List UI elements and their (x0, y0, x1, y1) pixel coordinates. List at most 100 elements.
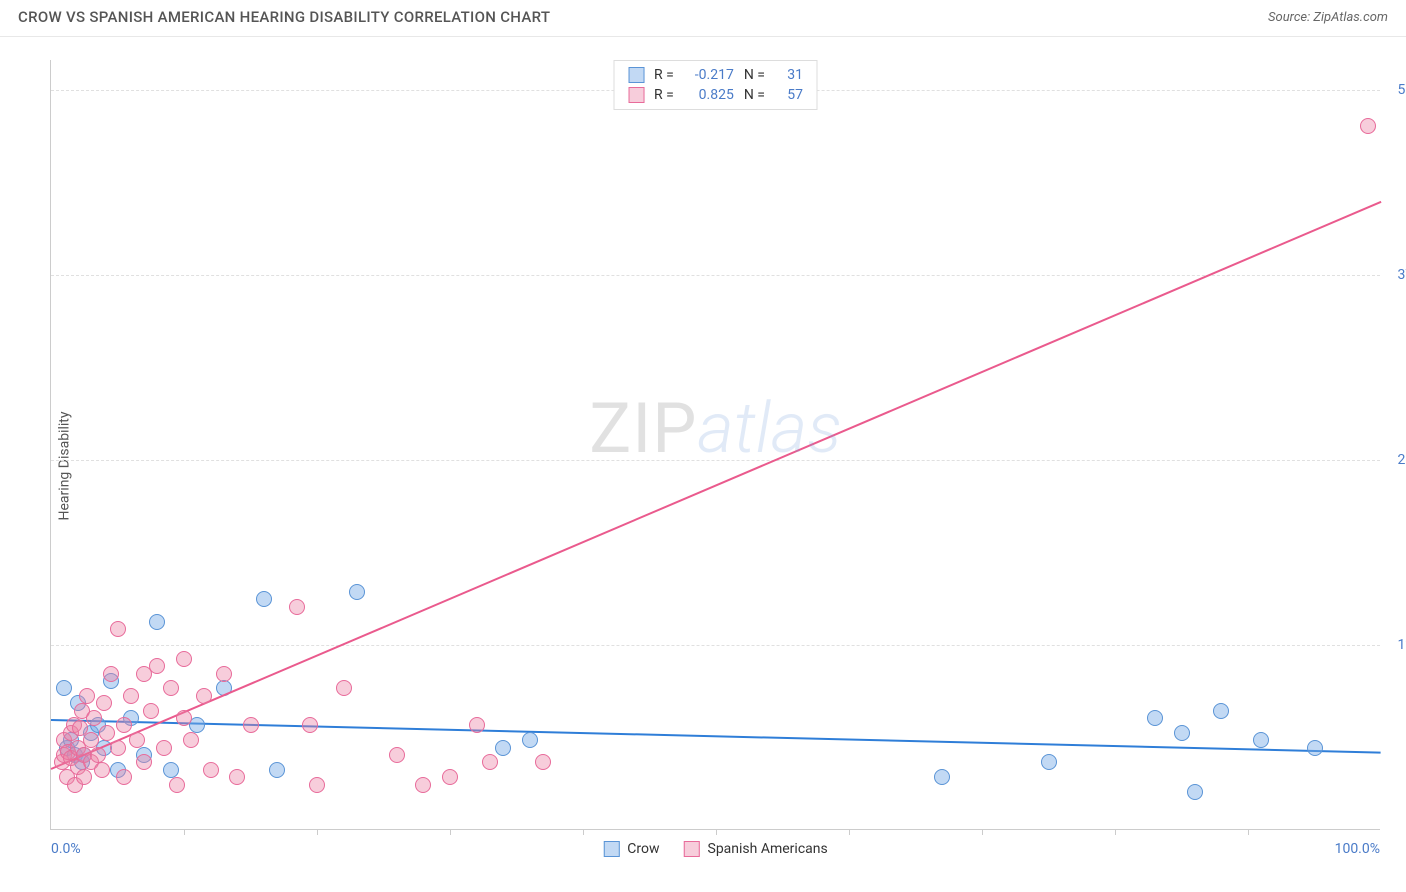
data-point (1360, 118, 1376, 134)
data-point (415, 777, 431, 793)
legend-label: Spanish Americans (708, 841, 828, 857)
legend-r-label: R = (654, 87, 674, 103)
legend-n-value: 31 (775, 67, 803, 83)
data-point (1147, 710, 1163, 726)
legend-stat-row: R = -0.217 N = 31 (614, 65, 817, 85)
legend-r-value: 0.825 (684, 87, 734, 103)
chart-source: Source: ZipAtlas.com (1268, 10, 1388, 25)
legend-swatch (628, 87, 644, 103)
data-point (302, 717, 318, 733)
data-point (86, 710, 102, 726)
x-tick (982, 829, 983, 835)
data-point (196, 688, 212, 704)
x-tick (1248, 829, 1249, 835)
x-tick (317, 829, 318, 835)
data-point (495, 740, 511, 756)
legend-n-label: N = (744, 87, 765, 103)
data-point (1307, 740, 1323, 756)
data-point (934, 769, 950, 785)
data-point (269, 762, 285, 778)
data-point (99, 725, 115, 741)
gridline (51, 460, 1380, 461)
y-tick-label: 50.0% (1385, 82, 1406, 98)
chart-header: CROW VS SPANISH AMERICAN HEARING DISABIL… (0, 0, 1406, 37)
watermark-zip: ZIP (589, 388, 697, 470)
chart-title: CROW VS SPANISH AMERICAN HEARING DISABIL… (18, 8, 550, 26)
y-tick-label: 25.0% (1385, 452, 1406, 468)
data-point (1041, 754, 1057, 770)
watermark: ZIPatlas (589, 388, 841, 470)
data-point (83, 732, 99, 748)
data-point (336, 680, 352, 696)
y-tick-label: 37.5% (1385, 267, 1406, 283)
chart-area: Hearing Disability ZIPatlas R =-0.217N =… (0, 40, 1406, 892)
legend-stat-row: R = 0.825 N = 57 (614, 85, 817, 105)
legend-r-label: R = (654, 67, 674, 83)
data-point (176, 651, 192, 667)
data-point (229, 769, 245, 785)
x-tick (184, 829, 185, 835)
data-point (56, 680, 72, 696)
data-point (1174, 725, 1190, 741)
data-point (149, 658, 165, 674)
data-point (349, 584, 365, 600)
legend-stats: R = -0.217 N = 31 R = 0.825 N = 57 (613, 60, 818, 110)
data-point (522, 732, 538, 748)
x-tick (849, 829, 850, 835)
x-tick (716, 829, 717, 835)
data-point (143, 703, 159, 719)
gridline (51, 275, 1380, 276)
data-point (535, 754, 551, 770)
data-point (94, 762, 110, 778)
data-point (163, 680, 179, 696)
data-point (76, 769, 92, 785)
data-point (136, 754, 152, 770)
data-point (1187, 784, 1203, 800)
data-point (309, 777, 325, 793)
data-point (469, 717, 485, 733)
data-point (482, 754, 498, 770)
data-point (79, 688, 95, 704)
data-point (90, 747, 106, 763)
data-point (1253, 732, 1269, 748)
data-point (289, 599, 305, 615)
data-point (243, 717, 259, 733)
legend-swatch (628, 67, 644, 83)
data-point (129, 732, 145, 748)
legend-swatch (603, 841, 619, 857)
legend-series: Crow Spanish Americans (603, 841, 827, 857)
data-point (389, 747, 405, 763)
data-point (96, 695, 112, 711)
data-point (203, 762, 219, 778)
data-point (256, 591, 272, 607)
legend-n-value: 57 (775, 87, 803, 103)
data-point (169, 777, 185, 793)
data-point (1213, 703, 1229, 719)
x-tick (450, 829, 451, 835)
data-point (183, 732, 199, 748)
x-tick (1115, 829, 1116, 835)
legend-item: Crow (603, 841, 659, 857)
data-point (116, 717, 132, 733)
plot-area: ZIPatlas R =-0.217N =31R =0.825N =57 Cro… (50, 60, 1380, 830)
data-point (123, 688, 139, 704)
legend-label: Crow (627, 841, 659, 857)
data-point (110, 621, 126, 637)
gridline (51, 645, 1380, 646)
legend-item: Spanish Americans (684, 841, 828, 857)
legend-r-value: -0.217 (684, 67, 734, 83)
data-point (442, 769, 458, 785)
data-point (103, 666, 119, 682)
trend-line (51, 201, 1382, 770)
watermark-atlas: atlas (697, 388, 841, 470)
data-point (163, 762, 179, 778)
x-tick-label-min: 0.0% (51, 841, 81, 857)
data-point (156, 740, 172, 756)
data-point (216, 666, 232, 682)
legend-n-label: N = (744, 67, 765, 83)
y-tick-label: 12.5% (1385, 637, 1406, 653)
x-tick (583, 829, 584, 835)
data-point (149, 614, 165, 630)
data-point (116, 769, 132, 785)
legend-swatch (684, 841, 700, 857)
